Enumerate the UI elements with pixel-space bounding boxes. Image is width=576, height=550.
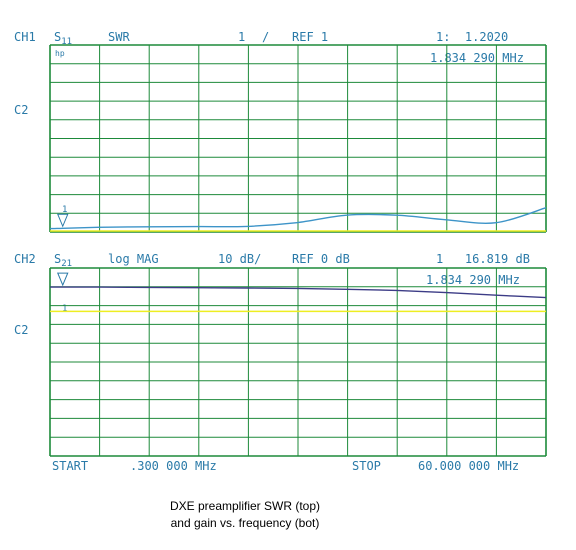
ch1-side-label: C2 — [14, 103, 29, 117]
ch2-graticule — [49, 267, 547, 457]
ch1-marker-number: 1 — [62, 205, 68, 215]
ch1-format: SWR — [108, 30, 130, 44]
ch1-marker-frequency: 1.834 290 MHz — [430, 51, 524, 65]
ch2-param-main: S — [54, 252, 62, 266]
ch2-marker-readout: 1 16.819 dB — [436, 252, 530, 266]
ch2-marker-triangle — [56, 272, 69, 287]
ch2-channel-label: CH2 — [14, 252, 36, 266]
ch1-marker-readout: 1: 1.2020 — [436, 30, 509, 44]
ch2-param-sub: 21 — [61, 259, 73, 269]
stop-frequency: 60.000 000 MHz — [418, 459, 520, 473]
caption-line-1: DXE preamplifier SWR (top) — [169, 499, 321, 513]
ch2-marker-number: 1 — [62, 304, 68, 314]
ch2-format: log MAG — [108, 252, 159, 266]
ch1-param-sub: 11 — [61, 37, 73, 47]
ch1-marker-triangle — [56, 213, 69, 228]
ch2-scale: 10 dB/ — [218, 252, 262, 266]
ch2-marker-frequency: 1.834 290 MHz — [426, 273, 520, 287]
start-label: START — [52, 459, 89, 473]
ch2-parameter: S21 — [54, 253, 72, 269]
ch1-swr-trace — [49, 207, 547, 230]
ch2-reference: REF 0 dB — [292, 252, 350, 266]
ch2-side-label: C2 — [14, 323, 29, 337]
stop-label: STOP — [352, 459, 381, 473]
ch1-param-main: S — [54, 30, 62, 44]
ch1-reference: REF 1 — [292, 30, 329, 44]
ch1-scale-unit: / — [262, 30, 270, 44]
ch1-channel-label: CH1 — [14, 30, 36, 44]
ch1-parameter: S11 — [54, 31, 72, 47]
ch1-graticule — [49, 44, 547, 233]
ch1-scale: 1 — [238, 30, 246, 44]
ch2-gain-trace — [50, 286, 547, 299]
caption-line-2: and gain vs. frequency (bot) — [170, 516, 320, 530]
start-frequency: .300 000 MHz — [130, 459, 217, 473]
hp-logo: hp — [55, 49, 65, 58]
